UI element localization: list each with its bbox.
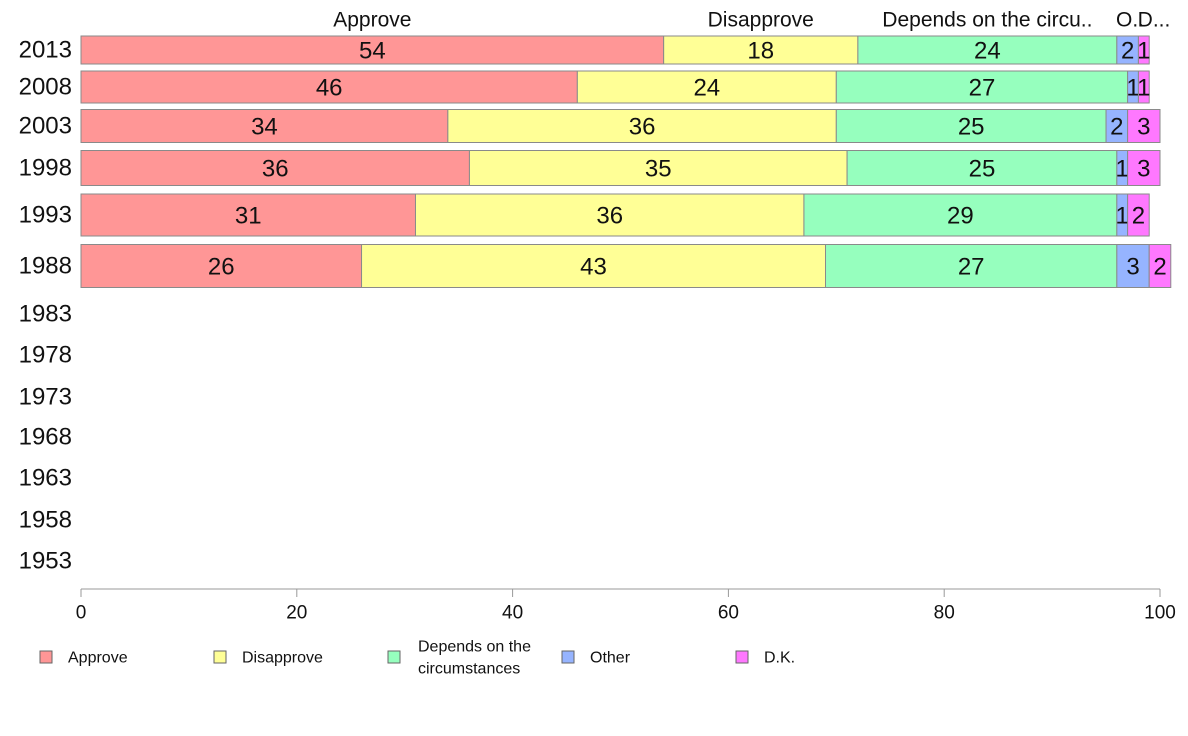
bar-segment [576, 70, 837, 104]
data-label: 43 [580, 254, 607, 281]
legend-swatch [39, 650, 53, 664]
series-top-label: Approve [333, 9, 411, 32]
x-tick-label: 80 [934, 603, 955, 624]
series-top-label: Disapprove [708, 9, 814, 32]
category-label: 1978 [19, 342, 72, 369]
data-label: 25 [958, 114, 985, 141]
data-label: 54 [359, 38, 386, 65]
data-label: 46 [316, 75, 343, 102]
data-label: 2 [1121, 38, 1134, 65]
bar-segment [663, 35, 859, 65]
bar-segment [1127, 109, 1161, 143]
bar-segment [80, 193, 416, 237]
category-label: 2008 [19, 74, 72, 101]
x-tick-label: 100 [1144, 603, 1176, 624]
legend-swatch [561, 650, 575, 664]
data-label: 18 [747, 38, 774, 65]
data-label: 26 [208, 254, 235, 281]
data-label: 36 [596, 203, 623, 230]
category-label: 1998 [19, 155, 72, 182]
category-label: 1953 [19, 548, 72, 575]
legend-label: Depends on the [418, 639, 531, 656]
bar-segment [825, 244, 1118, 288]
bar-segment [80, 35, 665, 65]
data-label: 1 [1126, 75, 1139, 102]
series-top-label: Depends on the circu.. [882, 9, 1092, 32]
data-label: 29 [947, 203, 974, 230]
x-tick-label: 20 [286, 603, 307, 624]
category-label: 1983 [19, 301, 72, 328]
category-label: 2003 [19, 113, 72, 140]
bar-segment [468, 150, 848, 186]
data-label: 1 [1137, 38, 1150, 65]
legend-label: Disapprove [242, 650, 323, 667]
data-label: 1 [1116, 156, 1129, 183]
data-label: 1 [1137, 75, 1150, 102]
series-top-label: D... [1138, 9, 1171, 32]
data-label: 31 [235, 203, 262, 230]
data-label: 2 [1132, 203, 1145, 230]
data-label: 1 [1116, 203, 1129, 230]
bar-segment [80, 109, 449, 143]
data-label: 24 [693, 75, 720, 102]
bar-segment [80, 150, 470, 186]
bar-segment [803, 193, 1118, 237]
data-label: 25 [969, 156, 996, 183]
category-label: 1973 [19, 384, 72, 411]
legend-swatch [213, 650, 227, 664]
category-label: 1968 [19, 424, 72, 451]
category-label: 1958 [19, 507, 72, 534]
data-label: 2 [1110, 114, 1123, 141]
category-label: 1963 [19, 465, 72, 492]
bar-segment [1116, 244, 1150, 288]
data-label: 27 [969, 75, 996, 102]
bar-segment [1137, 35, 1150, 65]
data-label: 24 [974, 38, 1001, 65]
data-label: 35 [645, 156, 672, 183]
legend-swatch [735, 650, 749, 664]
bar-segment [1137, 70, 1150, 104]
data-label: 3 [1137, 114, 1150, 141]
data-label: 36 [629, 114, 656, 141]
category-label: 1988 [19, 253, 72, 280]
series-top-label: O.. [1116, 9, 1144, 32]
data-label: 2 [1153, 254, 1166, 281]
x-tick-label: 0 [76, 603, 87, 624]
legend-label: circumstances [418, 661, 520, 678]
bar-segment [835, 70, 1129, 104]
x-tick-label: 40 [502, 603, 523, 624]
legend-label: Approve [68, 650, 128, 667]
category-label: 1993 [19, 202, 72, 229]
data-label: 3 [1126, 254, 1139, 281]
bar-segment [857, 35, 1118, 65]
x-tick-label: 60 [718, 603, 739, 624]
data-label: 27 [958, 254, 985, 281]
bar-segment [414, 193, 805, 237]
bar-segment [1148, 244, 1172, 288]
data-label: 34 [251, 114, 278, 141]
legend-label: Other [590, 650, 631, 667]
bar-segment [835, 109, 1107, 143]
legend-swatch [387, 650, 401, 664]
bar-segment [1127, 150, 1161, 186]
category-label: 2013 [19, 37, 72, 64]
bar-segment [1127, 193, 1150, 237]
data-label: 3 [1137, 156, 1150, 183]
bar-segment [80, 244, 363, 288]
data-label: 36 [262, 156, 289, 183]
legend-label: D.K. [764, 650, 795, 667]
bar-segment [80, 70, 578, 104]
bar-segment [447, 109, 837, 143]
